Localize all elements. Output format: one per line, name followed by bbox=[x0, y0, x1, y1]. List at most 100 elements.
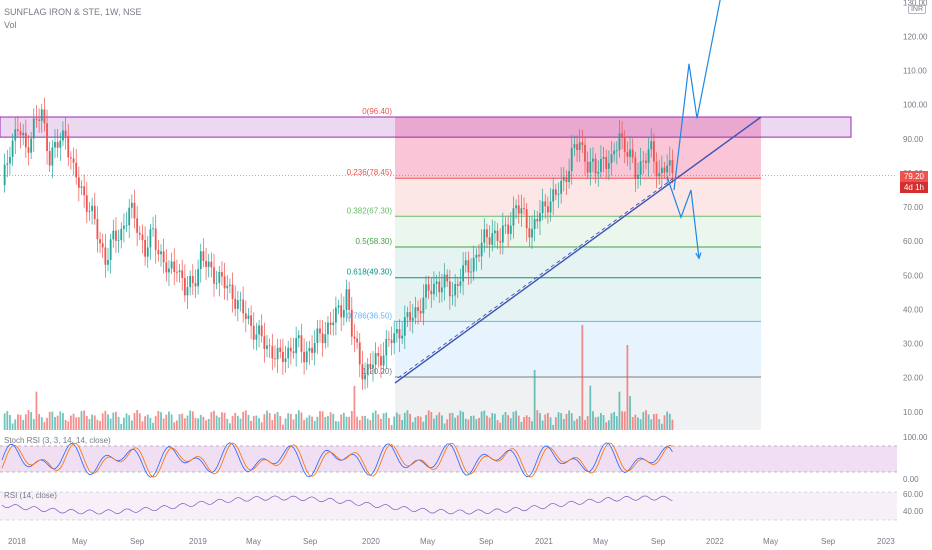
volume-bar bbox=[297, 410, 300, 430]
candle-body bbox=[565, 177, 568, 183]
candle-body bbox=[544, 201, 547, 207]
volume-bar bbox=[607, 420, 610, 430]
candle-body bbox=[401, 335, 404, 339]
volume-bar bbox=[88, 419, 91, 430]
candle-body bbox=[486, 229, 488, 238]
x-tick-label: 2022 bbox=[706, 537, 724, 546]
candle-body bbox=[472, 257, 475, 272]
currency-badge[interactable]: INR bbox=[907, 5, 926, 14]
stoch-rsi-label[interactable]: Stoch RSI (3, 3, 14, 14, close) bbox=[4, 436, 111, 445]
y-tick-label: 10.00 bbox=[903, 408, 924, 417]
y-tick-label: 130.00 bbox=[903, 0, 928, 7]
candle-body bbox=[613, 150, 616, 155]
volume-bar bbox=[207, 418, 210, 430]
volume-bar bbox=[467, 419, 470, 430]
candle-body bbox=[62, 130, 64, 141]
volume-bar bbox=[671, 419, 674, 430]
candle-body bbox=[366, 363, 369, 375]
candle-body bbox=[332, 322, 335, 326]
volume-bar bbox=[279, 416, 282, 430]
volume-bar bbox=[152, 422, 154, 430]
candle-body bbox=[395, 329, 398, 334]
volume-bar bbox=[59, 411, 62, 430]
candle-body bbox=[96, 219, 99, 240]
candle-body bbox=[374, 352, 377, 365]
volume-bar bbox=[374, 410, 377, 430]
volume-bar bbox=[149, 417, 152, 430]
volume-bar bbox=[438, 412, 441, 430]
volume-bar bbox=[578, 416, 581, 430]
x-tick-label: Sep bbox=[651, 537, 666, 546]
volume-bar bbox=[38, 414, 40, 430]
candle-body bbox=[438, 281, 441, 293]
volume-bar bbox=[181, 413, 184, 430]
volume-bar bbox=[557, 412, 560, 430]
volume-bar bbox=[340, 414, 343, 430]
candle-body bbox=[64, 130, 67, 137]
volume-bar bbox=[639, 419, 642, 430]
volume-bar bbox=[263, 414, 266, 430]
volume-bar bbox=[600, 413, 602, 430]
candle-body bbox=[32, 118, 35, 139]
trendlines bbox=[394, 116, 762, 384]
candle-body bbox=[287, 347, 290, 359]
candle-body bbox=[176, 271, 178, 273]
candle-body bbox=[353, 336, 356, 339]
volume-bar bbox=[623, 411, 626, 430]
candle-body bbox=[594, 158, 597, 174]
volume-bar bbox=[441, 415, 443, 430]
rsi-band bbox=[0, 492, 897, 520]
x-tick-label: 2019 bbox=[189, 537, 207, 546]
candle-body bbox=[186, 287, 189, 296]
volume-bar bbox=[154, 415, 157, 430]
volume-bar bbox=[390, 424, 393, 430]
fib-level-label: 0.786(36.50) bbox=[347, 311, 393, 320]
volume-bar bbox=[422, 421, 425, 430]
candle-body bbox=[305, 351, 308, 363]
candle-body bbox=[369, 363, 372, 369]
volume-bar bbox=[213, 410, 215, 430]
volume-bar bbox=[501, 414, 504, 430]
volume-bar bbox=[499, 422, 502, 430]
volume-bar bbox=[406, 410, 409, 430]
candle-body bbox=[138, 232, 141, 235]
symbol-title: SUNFLAG IRON & STE, 1W, NSE bbox=[4, 7, 142, 17]
candle-body bbox=[144, 240, 146, 257]
candle-body bbox=[509, 225, 512, 234]
candle-body bbox=[77, 177, 80, 188]
volume-bar bbox=[395, 412, 398, 430]
volume-bar bbox=[258, 418, 260, 430]
candle-body bbox=[517, 205, 520, 214]
volume-bar bbox=[634, 414, 637, 430]
rsi-label[interactable]: RSI (14, close) bbox=[4, 491, 57, 500]
candle-body bbox=[459, 281, 462, 286]
candle-body bbox=[258, 325, 260, 335]
fib-level-label: 0.618(49.30) bbox=[347, 268, 393, 277]
candle-body bbox=[512, 208, 515, 226]
volume-bar bbox=[72, 413, 75, 430]
candle-body bbox=[313, 343, 316, 353]
volume-bar bbox=[292, 419, 295, 430]
candle-body bbox=[647, 149, 650, 163]
fib-level-label: 0.236(78.45) bbox=[347, 168, 393, 177]
volume-bar bbox=[589, 385, 592, 430]
volume-label: Vol bbox=[4, 20, 17, 30]
volume-bar bbox=[403, 412, 406, 430]
volume-bar bbox=[650, 419, 653, 430]
y-tick-label: 100.00 bbox=[903, 101, 928, 110]
candle-body bbox=[589, 161, 592, 173]
candle-body bbox=[205, 260, 207, 267]
volume-bar bbox=[515, 410, 517, 430]
volume-bar bbox=[332, 413, 335, 430]
volume-bar bbox=[123, 417, 125, 430]
candle-body bbox=[592, 158, 594, 162]
candle-body bbox=[573, 144, 576, 148]
x-tick-label: 2021 bbox=[535, 537, 553, 546]
volume-bar bbox=[93, 415, 96, 430]
candle-body bbox=[35, 118, 38, 120]
volume-bar bbox=[199, 414, 202, 430]
candle-body bbox=[342, 309, 345, 318]
candle-body bbox=[618, 133, 621, 151]
volume-bar bbox=[197, 418, 199, 430]
